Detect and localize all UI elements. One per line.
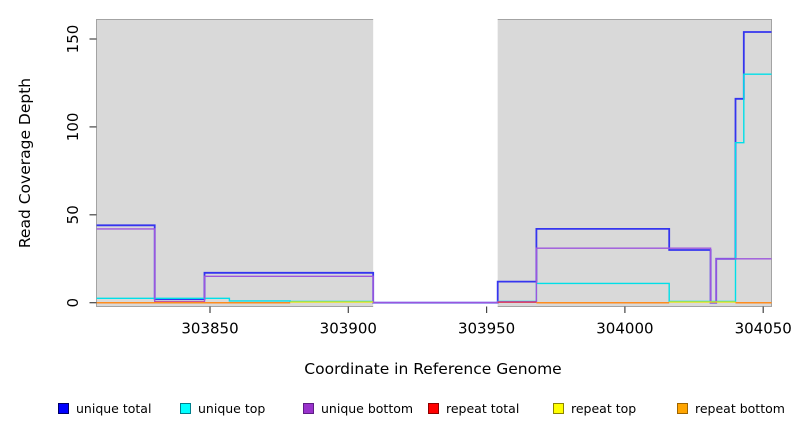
coverage-gap-band bbox=[373, 18, 498, 307]
x-tick-label: 304050 bbox=[735, 320, 792, 338]
legend-item-unique-top: unique top bbox=[180, 399, 265, 417]
legend-item-label: repeat bottom bbox=[695, 400, 785, 416]
legend-item-label: repeat total bbox=[446, 400, 520, 416]
legend-swatch-icon bbox=[428, 402, 439, 414]
legend-swatch-icon bbox=[677, 402, 688, 414]
x-axis-title: Coordinate in Reference Genome bbox=[304, 360, 561, 378]
legend-swatch-icon bbox=[553, 402, 564, 414]
legend: unique total unique top unique bottom repea… bbox=[0, 399, 792, 421]
legend-item-repeat-total: repeat total bbox=[428, 399, 519, 417]
legend-swatch-icon bbox=[58, 402, 69, 414]
legend-item-label: unique bottom bbox=[321, 400, 414, 416]
legend-swatch-icon bbox=[303, 402, 314, 414]
y-axis-title: Read Coverage Depth bbox=[16, 78, 34, 248]
legend-item-label: unique top bbox=[198, 400, 266, 416]
legend-item-repeat-bottom: repeat bottom bbox=[677, 399, 785, 417]
y-tick-label: 100 bbox=[64, 113, 82, 142]
x-tick-label: 303900 bbox=[320, 320, 377, 338]
legend-swatch-icon bbox=[180, 402, 191, 414]
legend-item-unique-bottom: unique bottom bbox=[303, 399, 413, 417]
y-tick-label: 0 bbox=[64, 298, 82, 308]
legend-item-label: repeat top bbox=[571, 400, 637, 416]
y-tick-label: 50 bbox=[64, 205, 82, 224]
x-tick-label: 303850 bbox=[181, 320, 238, 338]
legend-item-label: unique total bbox=[76, 400, 152, 416]
legend-item-unique-total: unique total bbox=[58, 399, 151, 417]
x-tick-label: 304000 bbox=[596, 320, 653, 338]
legend-item-repeat-top: repeat top bbox=[553, 399, 636, 417]
y-tick-label: 150 bbox=[64, 25, 82, 54]
x-tick-label: 303950 bbox=[458, 320, 515, 338]
